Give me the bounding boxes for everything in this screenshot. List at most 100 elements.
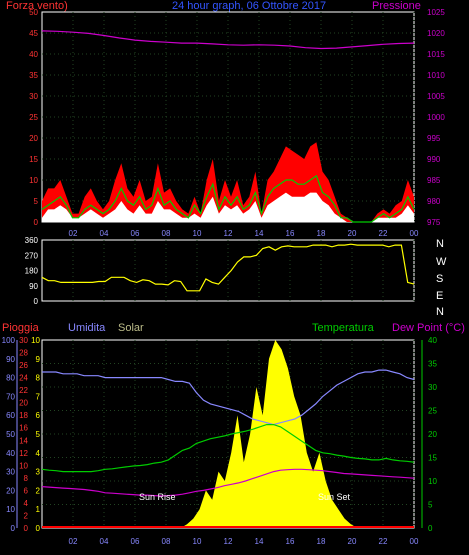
temp-y-tick-label: 0: [428, 524, 433, 533]
rain-y-tick-label: 22: [19, 386, 28, 395]
wind-speed-line: [41, 174, 415, 223]
direction-y-tick-label: 90: [29, 282, 38, 291]
temp-x-tick-label: 18: [317, 537, 326, 546]
wind-y-tick-label: 50: [29, 8, 38, 17]
temp-x-tick-label: 02: [69, 537, 78, 546]
wind-x-tick-label: 18: [317, 229, 326, 238]
pressure-y-tick-label: 1025: [427, 8, 445, 17]
compass-n-top: N: [436, 238, 444, 250]
solar-y-tick-label: 1: [36, 505, 41, 514]
wind-x-tick-label: 02: [69, 229, 78, 238]
solar-y-tick-label: 10: [31, 336, 40, 345]
humidity-y-tick-label: 10: [6, 505, 15, 514]
humidity-y-tick-label: 60: [6, 411, 15, 420]
humidity-y-tick-label: 40: [6, 449, 15, 458]
legend-rain: Pioggia: [2, 322, 39, 334]
rain-y-tick-label: 8: [24, 474, 29, 483]
humidity-y-tick-label: 30: [6, 468, 15, 477]
wind-x-tick-label: 14: [255, 229, 264, 238]
direction-y-tick-label: 360: [25, 236, 39, 245]
rain-y-tick-label: 26: [19, 361, 28, 370]
wind-y-tick-label: 45: [29, 29, 38, 38]
pressure-y-tick-label: 980: [427, 197, 441, 206]
temp-y-tick-label: 5: [428, 501, 433, 510]
solar-y-tick-label: 9: [36, 355, 41, 364]
rain-y-tick-label: 18: [19, 411, 28, 420]
wind-y-tick-label: 30: [29, 92, 38, 101]
solar-y-tick-label: 2: [36, 486, 41, 495]
wind-y-tick-label: 10: [29, 176, 38, 185]
wind-y-tick-label: 0: [34, 218, 39, 227]
temp-x-tick-label: 20: [348, 537, 357, 546]
pressure-y-tick-label: 1005: [427, 92, 445, 101]
rain-y-tick-label: 2: [24, 511, 29, 520]
solar-y-tick-label: 3: [36, 468, 41, 477]
chart-title: 24 hour graph, 06 Ottobre 2017: [172, 0, 327, 12]
temp-y-tick-label: 35: [428, 360, 437, 369]
solar-y-tick-label: 0: [36, 524, 41, 533]
compass-e: E: [436, 290, 444, 302]
temp-y-tick-label: 15: [428, 454, 437, 463]
humidity-y-tick-label: 100: [2, 336, 16, 345]
rain-y-tick-label: 14: [19, 436, 28, 445]
wind-y-tick-label: 5: [34, 197, 39, 206]
temperature-line: [41, 424, 415, 473]
humidity-y-tick-label: 20: [6, 486, 15, 495]
rain-y-tick-label: 0: [24, 524, 29, 533]
pressure-y-tick-label: 990: [427, 155, 441, 164]
temp-x-tick-label: 22: [379, 537, 388, 546]
humidity-y-tick-label: 70: [6, 392, 15, 401]
solar-y-tick-label: 6: [36, 411, 41, 420]
temp-y-tick-label: 40: [428, 336, 437, 345]
rain-y-tick-label: 4: [24, 499, 29, 508]
wind-x-tick-label: 10: [193, 229, 202, 238]
compass-w: W: [436, 256, 447, 268]
temp-x-tick-label: 08: [162, 537, 171, 546]
rain-y-tick-label: 12: [19, 449, 28, 458]
solar-y-tick-label: 4: [36, 449, 41, 458]
rain-y-tick-label: 6: [24, 486, 29, 495]
temp-y-tick-label: 30: [428, 383, 437, 392]
wind-axis-title: Forza vento): [6, 0, 68, 12]
wind-x-tick-label: 20: [348, 229, 357, 238]
pressure-axis-title: Pressione: [372, 0, 421, 12]
temp-x-tick-label: 12: [224, 537, 233, 546]
pressure-line: [41, 30, 415, 50]
wind-x-tick-label: 04: [100, 229, 109, 238]
wind-y-tick-label: 35: [29, 71, 38, 80]
wind-y-tick-label: 15: [29, 155, 38, 164]
solar-y-tick-label: 5: [36, 430, 41, 439]
humidity-y-tick-label: 0: [11, 524, 16, 533]
wind-y-tick-label: 20: [29, 134, 38, 143]
temp-x-tick-label: 00: [410, 537, 419, 546]
temp-x-tick-label: 10: [193, 537, 202, 546]
humidity-y-tick-label: 80: [6, 374, 15, 383]
solar-area: [42, 340, 414, 528]
solar-y-tick-label: 7: [36, 392, 41, 401]
compass-n-bottom: N: [436, 306, 444, 318]
pressure-y-tick-label: 985: [427, 176, 441, 185]
rain-y-tick-label: 16: [19, 424, 28, 433]
temp-x-tick-label: 14: [255, 537, 264, 546]
rain-y-tick-label: 30: [19, 336, 28, 345]
legend-solar: Solar: [118, 322, 144, 334]
temp-x-tick-label: 04: [100, 537, 109, 546]
wind-x-tick-label: 08: [162, 229, 171, 238]
temp-y-tick-label: 20: [428, 430, 437, 439]
annotation-sun-set: Sun Set: [318, 492, 351, 502]
wind-average-area: [42, 192, 414, 222]
rain-y-tick-label: 24: [19, 374, 28, 383]
temp-x-tick-label: 16: [286, 537, 295, 546]
wind-direction-line: [41, 243, 415, 292]
pressure-y-tick-label: 975: [427, 218, 441, 227]
wind-x-tick-label: 06: [131, 229, 140, 238]
direction-y-tick-label: 180: [25, 267, 39, 276]
rain-y-tick-label: 28: [19, 349, 28, 358]
rain-y-tick-label: 20: [19, 399, 28, 408]
humidity-line: [42, 369, 415, 426]
direction-y-tick-label: 0: [34, 297, 39, 306]
humidity-y-tick-label: 50: [6, 430, 15, 439]
legend-humidity: Umidita: [68, 322, 106, 334]
humidity-y-tick-label: 90: [6, 355, 15, 364]
